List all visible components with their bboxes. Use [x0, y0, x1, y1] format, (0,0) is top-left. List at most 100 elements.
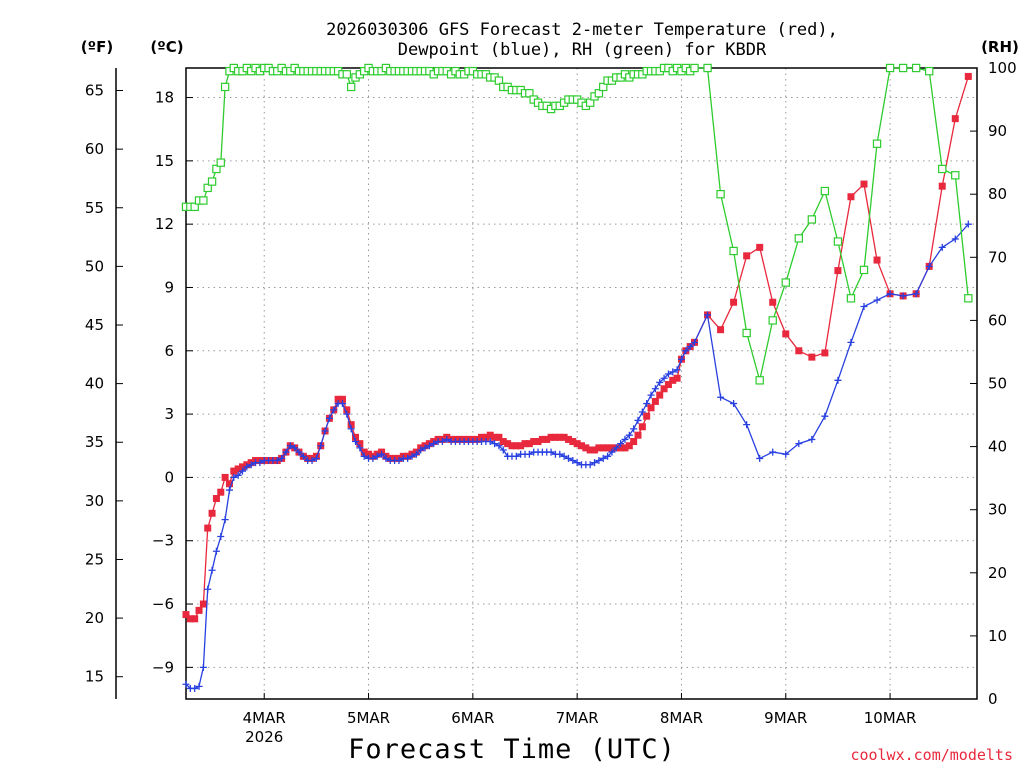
dewpoint-point — [230, 473, 238, 481]
dewpoint-point — [395, 457, 403, 465]
rh-tick-label: 0 — [988, 690, 998, 708]
dewpoint-point — [208, 566, 216, 574]
temperature-point — [499, 438, 507, 446]
dewpoint-point — [430, 440, 438, 448]
dewpoint-point — [330, 406, 338, 414]
rh-point — [820, 186, 830, 196]
dewpoint-point — [886, 290, 894, 298]
celsius-tick-label: 18 — [155, 89, 174, 107]
dewpoint-point — [656, 378, 664, 386]
dewpoint-point — [938, 243, 946, 251]
dewpoint-point — [495, 442, 503, 450]
dewpoint-point — [356, 444, 364, 452]
temperature-point — [360, 448, 368, 456]
fahrenheit-tick-label: 65 — [85, 82, 104, 100]
dewpoint-point — [212, 547, 220, 555]
dewpoint-point — [273, 457, 281, 465]
dewpoint-point — [556, 450, 564, 458]
temperature-point — [347, 421, 355, 429]
celsius-unit-label: (ºC) — [150, 38, 183, 56]
dewpoint-point — [299, 452, 307, 460]
rh-point — [898, 63, 908, 73]
rh-point — [742, 328, 751, 338]
rh-point — [716, 190, 725, 199]
dewpoint-point — [486, 438, 494, 446]
rh-point — [190, 202, 199, 212]
temperature-point — [556, 433, 564, 441]
temperature-point — [547, 433, 555, 441]
fahrenheit-tick-label: 35 — [85, 433, 104, 451]
rh-point — [346, 82, 356, 92]
temperature-point — [608, 444, 616, 452]
rh-point — [781, 278, 790, 287]
temperature-line — [185, 76, 969, 620]
rh-tick-label: 80 — [988, 185, 1007, 203]
chart-title: 2026030306 GFS Forecast 2-meter Temperat… — [326, 20, 838, 40]
temperature-point — [621, 444, 629, 452]
dewpoint-point — [682, 347, 690, 355]
rh-point — [199, 196, 208, 205]
rh-tick-label: 40 — [988, 438, 1007, 456]
temperature-point — [617, 444, 625, 452]
dewpoint-point — [608, 448, 616, 456]
dewpoint-point — [660, 374, 668, 382]
rh-tick-label: 10 — [988, 627, 1007, 645]
temperature-point — [186, 615, 194, 623]
temperature-point — [560, 433, 568, 441]
dewpoint-point — [325, 414, 333, 422]
temperature-point — [230, 467, 238, 475]
rh-point — [924, 66, 934, 76]
dewpoint-point — [769, 448, 777, 456]
rh-point — [951, 171, 960, 180]
dewpoint-point — [308, 457, 316, 465]
celsius-tick-label: 9 — [164, 278, 174, 296]
dewpoint-point — [382, 454, 390, 462]
fahrenheit-tick-label: 15 — [85, 668, 104, 686]
dewpoint-point — [912, 290, 920, 298]
temperature-point — [204, 524, 212, 532]
dewpoint-point — [347, 425, 355, 433]
rh-point — [599, 82, 608, 92]
rh-point — [342, 70, 352, 79]
dewpoint-point — [338, 400, 346, 408]
rh-point — [703, 63, 712, 73]
temperature-point — [564, 435, 572, 443]
temperature-point — [821, 349, 829, 357]
dewpoint-point — [525, 450, 533, 458]
rh-point — [220, 82, 230, 92]
dewpoint-point — [412, 450, 420, 458]
temperature-point — [795, 347, 803, 355]
temperature-point — [591, 446, 599, 454]
rh-point — [690, 63, 699, 73]
dewpoint-point — [195, 682, 203, 690]
temperature-point — [512, 442, 520, 450]
dewpoint-point — [443, 435, 451, 443]
rh-point — [807, 215, 817, 224]
axes — [115, 67, 978, 700]
dewpoint-point — [225, 486, 233, 494]
temperature-point — [199, 600, 207, 608]
dewpoint-point — [352, 438, 359, 446]
celsius-tick-label: 12 — [155, 215, 174, 233]
grid-lines — [186, 68, 977, 699]
dewpoint-point — [217, 533, 225, 541]
dewpoint-point — [686, 343, 694, 351]
temperature-point — [212, 495, 220, 503]
dewpoint-point — [617, 440, 625, 448]
rh-point — [216, 158, 225, 167]
temperature-point — [217, 488, 225, 496]
dewpoint-point — [404, 454, 412, 462]
temperature-point — [808, 353, 816, 361]
dewpoint-point — [239, 467, 246, 475]
temperature-point — [582, 444, 590, 452]
rh-point — [212, 164, 221, 174]
dewpoint-point — [669, 368, 677, 376]
dewpoint-point — [743, 421, 751, 429]
series-layer — [181, 63, 973, 692]
temperature-point — [504, 440, 512, 448]
x-tick-label: 4MAR — [243, 709, 286, 727]
temperature-point — [508, 442, 516, 450]
dewpoint-point — [964, 220, 972, 228]
rh-point — [938, 164, 947, 174]
